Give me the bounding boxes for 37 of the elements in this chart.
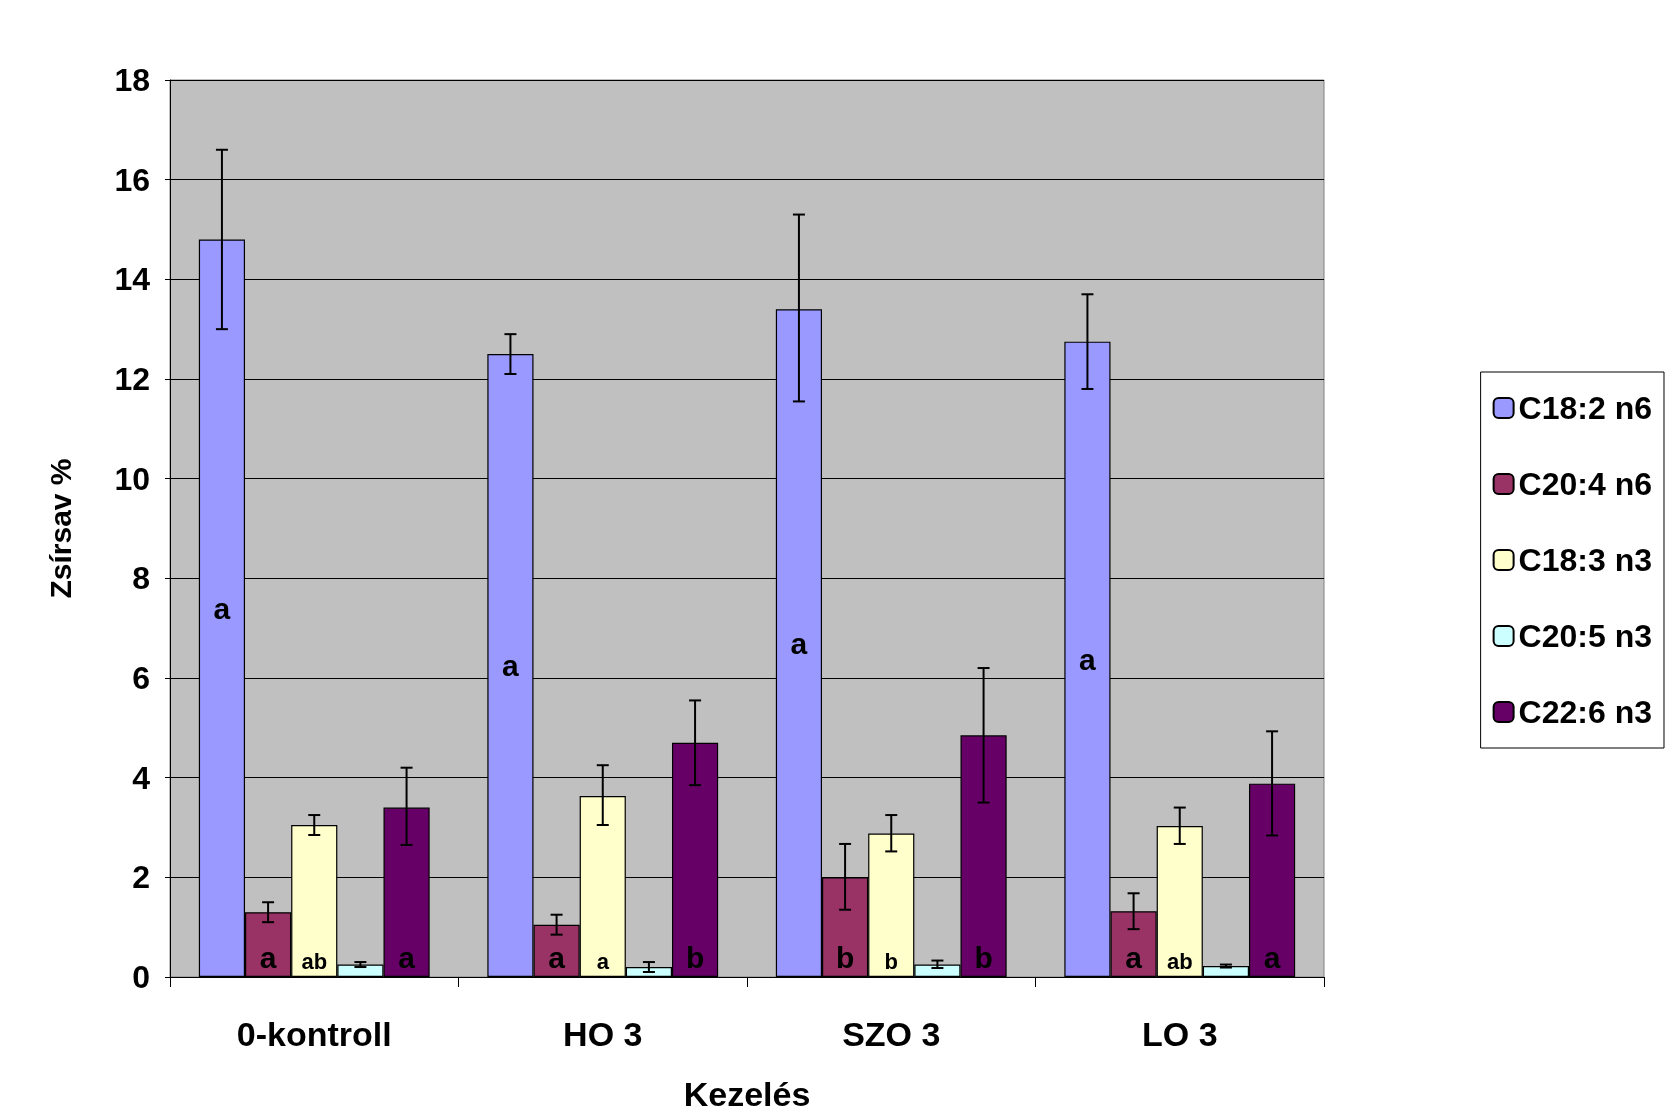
data-label: b [884, 948, 898, 974]
legend-label: C20:4 n6 [1518, 466, 1652, 502]
data-label: a [1263, 940, 1281, 974]
x-axis-title: Kezelés [683, 1075, 811, 1113]
y-axis-title: Zsírsav % [43, 458, 77, 599]
data-label: a [213, 591, 231, 625]
x-tick-label: LO 3 [1141, 1015, 1218, 1053]
y-tick-label: 2 [132, 859, 150, 896]
y-tick-label: 18 [114, 62, 150, 98]
y-tick-label: 12 [114, 361, 150, 397]
data-label: a [1125, 940, 1143, 974]
data-label: b [685, 940, 705, 974]
x-tick-label: SZO 3 [842, 1015, 941, 1053]
data-label: a [790, 626, 808, 660]
legend-label: C18:2 n6 [1518, 390, 1652, 426]
y-tick-label: 0 [132, 959, 150, 995]
data-label: ab [301, 948, 328, 974]
legend-label: C22:6 n3 [1518, 694, 1652, 730]
y-tick-label: 16 [114, 161, 150, 198]
data-label: a [259, 940, 277, 974]
y-tick-label: 10 [114, 460, 150, 497]
x-tick-label: HO 3 [563, 1015, 643, 1053]
legend-label: C20:5 n3 [1518, 618, 1652, 654]
data-label: a [596, 948, 610, 974]
y-tick-label: 8 [132, 560, 150, 597]
y-tick-label: 4 [132, 759, 151, 796]
data-label: b [835, 940, 855, 974]
data-label: a [548, 940, 566, 974]
data-label: a [398, 940, 416, 974]
legend-label: C18:3 n3 [1518, 542, 1652, 578]
data-label: ab [1166, 948, 1193, 974]
data-label: a [1079, 642, 1097, 676]
x-tick-label: 0-kontroll [236, 1015, 392, 1053]
y-tick-label: 6 [132, 660, 150, 696]
y-tick-label: 14 [114, 261, 151, 298]
data-label: a [502, 649, 520, 683]
data-label: b [974, 940, 993, 974]
